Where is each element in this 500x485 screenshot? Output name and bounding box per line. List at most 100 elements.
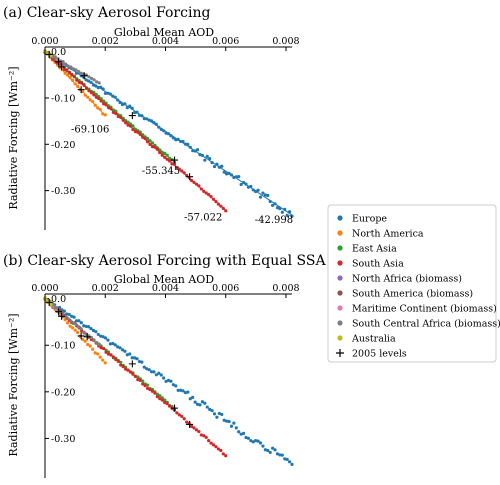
panel-b-ylabel: Radiative Forcing [Wm⁻²] (7, 313, 20, 456)
legend: Europe North America East Asia South Asia No… (327, 204, 500, 363)
x-tick-label: 0.006 (212, 36, 239, 47)
data-point-europe (123, 349, 127, 353)
data-point-europe (118, 346, 122, 350)
data-point-europe (176, 137, 180, 142)
data-point-east-asia (133, 127, 138, 131)
data-point-europe (263, 193, 267, 197)
data-point-europe (74, 319, 79, 323)
data-point-north-america (88, 98, 92, 102)
legend-marker (337, 215, 343, 221)
data-point-south-asia (185, 420, 189, 424)
data-point-europe (149, 119, 154, 123)
data-point-south-asia (123, 367, 128, 371)
data-point-europe (145, 367, 149, 371)
level-2005-marker (80, 72, 88, 80)
y-tick-label: -0.20 (51, 140, 75, 151)
data-point-south-asia (65, 68, 69, 72)
data-point-south-central-africa-biomass- (97, 81, 101, 85)
panel-b-title: (b) Clear-sky Aerosol Forcing with Equal… (3, 253, 326, 269)
data-point-europe (261, 191, 265, 195)
data-point-south-central-africa-biomass- (64, 314, 68, 319)
data-point-europe (273, 448, 277, 452)
data-point-east-asia (141, 379, 145, 383)
data-point-europe (258, 195, 263, 199)
data-point-north-america (83, 339, 87, 343)
data-point-east-asia (94, 92, 98, 97)
data-point-europe (99, 85, 103, 89)
data-point-south-asia (67, 70, 72, 74)
data-point-south-central-africa-biomass- (69, 319, 73, 323)
data-point-south-asia (219, 448, 223, 453)
legend-marker-plus (336, 349, 344, 357)
data-point-europe (142, 365, 146, 369)
data-point-europe (145, 117, 149, 121)
data-point-europe (186, 390, 190, 394)
data-point-south-asia (72, 75, 76, 79)
data-point-south-central-africa-biomass- (79, 71, 83, 75)
data-point-europe (188, 145, 192, 149)
legend-label: Maritime Continent (biomass) (352, 304, 497, 315)
data-point-europe (191, 149, 195, 153)
data-point-europe (147, 118, 151, 122)
data-point-south-asia (216, 202, 221, 206)
data-point-east-asia (158, 148, 162, 152)
data-point-europe (239, 432, 243, 436)
data-point-east-asia (146, 383, 150, 387)
data-point-south-asia (153, 145, 157, 149)
data-point-europe (113, 95, 117, 99)
data-point-south-asia (155, 395, 159, 399)
data-point-north-america (65, 321, 70, 325)
data-point-europe (183, 390, 188, 395)
data-point-europe (171, 383, 175, 387)
data-point-europe (220, 164, 224, 168)
data-point-north-america (76, 330, 80, 335)
data-point-europe (137, 113, 142, 117)
data-point-europe (162, 376, 166, 380)
legend-label: North Africa (biomass) (352, 274, 462, 285)
data-point-south-asia (102, 346, 106, 351)
y-tick-label: -0.30 (51, 186, 75, 197)
legend-marker (337, 320, 343, 326)
data-point-north-america (88, 344, 92, 348)
data-point-europe (137, 359, 142, 364)
data-point-south-asia (199, 433, 203, 437)
data-point-europe (227, 171, 231, 176)
level-2005-marker (58, 312, 66, 320)
data-point-north-america (103, 361, 107, 365)
data-point-europe (62, 309, 66, 313)
data-point-south-asia (104, 350, 108, 354)
data-point-north-america (98, 355, 102, 359)
panel-b-xlabel: Global Mean AOD (114, 273, 214, 286)
data-point-south-asia (62, 67, 67, 72)
data-point-south-asia (192, 180, 196, 185)
data-point-south-asia (102, 102, 106, 106)
data-point-europe (186, 142, 190, 146)
data-point-europe (256, 439, 260, 443)
data-point-south-asia (133, 129, 137, 134)
data-point-north-america (86, 95, 90, 99)
data-point-south-central-africa-biomass- (92, 338, 96, 343)
data-point-south-central-africa-biomass- (66, 64, 70, 68)
data-point-europe (174, 384, 178, 388)
legend-label: East Asia (352, 244, 397, 255)
data-point-north-america (101, 112, 105, 116)
data-point-europe (275, 206, 280, 210)
data-point-east-asia (155, 392, 160, 396)
data-point-south-asia (143, 384, 147, 388)
x-tick-label: 0.004 (152, 283, 179, 294)
data-point-europe (111, 341, 115, 346)
data-point-australia (49, 302, 53, 307)
data-point-south-asia (155, 147, 159, 151)
legend-marker (337, 305, 343, 311)
data-point-south-asia (204, 191, 208, 195)
data-point-europe (86, 79, 91, 83)
data-point-europe (118, 100, 122, 105)
data-point-south-asia (87, 89, 91, 93)
data-point-europe (266, 193, 270, 198)
data-point-south-central-africa-biomass- (76, 69, 81, 74)
data-point-europe (244, 435, 248, 440)
level-2005-marker (186, 420, 194, 428)
data-point-east-asia (160, 150, 164, 154)
data-point-north-america (91, 347, 95, 351)
